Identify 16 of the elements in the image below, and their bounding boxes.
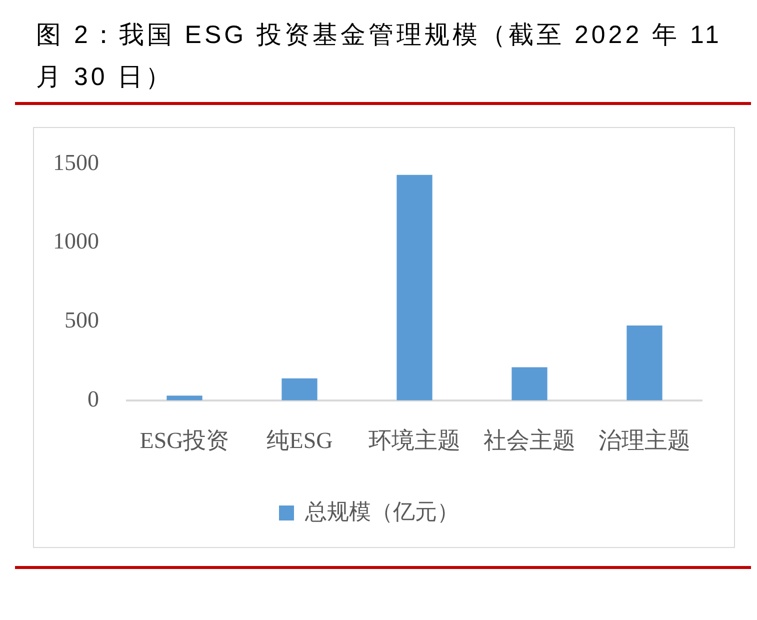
x-tick-label: 治理主题 bbox=[598, 428, 690, 454]
bar bbox=[512, 367, 548, 400]
bar bbox=[626, 325, 662, 400]
y-tick-label: 1000 bbox=[53, 228, 99, 254]
bar bbox=[282, 378, 318, 400]
x-tick-label: 社会主题 bbox=[484, 428, 576, 454]
x-tick-label: ESG投资 bbox=[140, 428, 230, 454]
y-tick-label: 500 bbox=[64, 308, 99, 333]
y-tick-label: 0 bbox=[88, 386, 99, 412]
chart-title: 图 2：我国 ESG 投资基金管理规模（截至 2022 年 11 月 30 日） bbox=[36, 20, 723, 93]
bar bbox=[166, 396, 202, 400]
y-tick-label: 1500 bbox=[53, 150, 99, 175]
x-tick-label: 环境主题 bbox=[368, 428, 460, 454]
bar bbox=[396, 174, 432, 400]
x-tick-label: 纯ESG bbox=[266, 428, 333, 454]
legend-label: 总规模（亿元） bbox=[304, 499, 459, 524]
